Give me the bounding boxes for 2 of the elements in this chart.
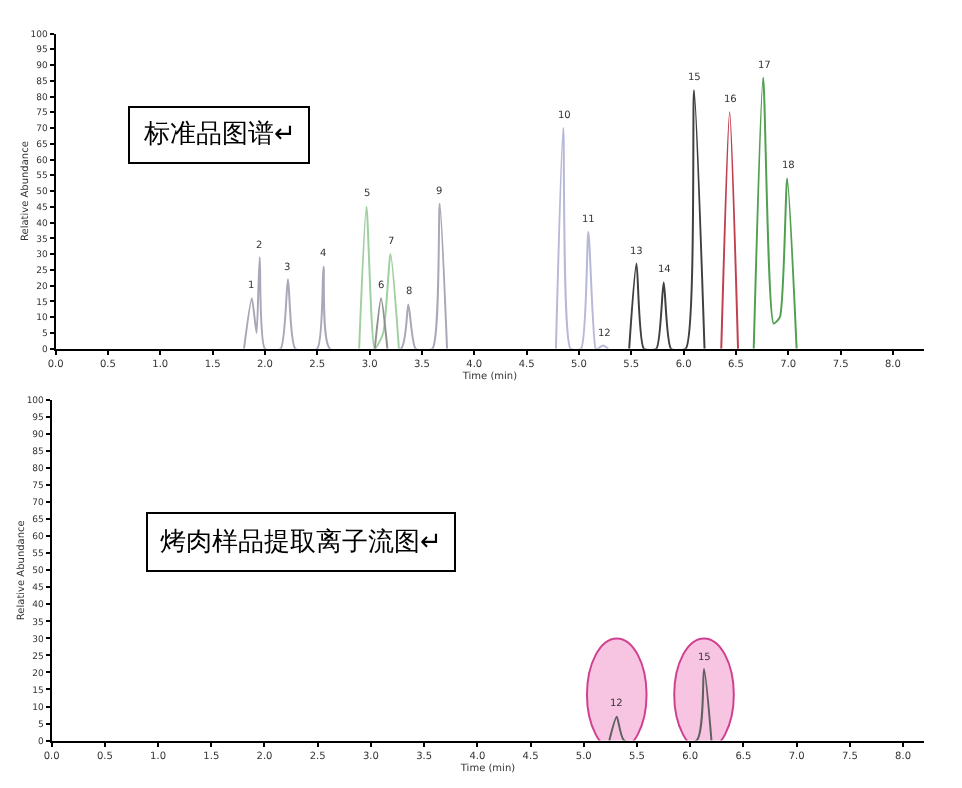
- annotation: 标准品图谱↵: [142, 120, 296, 150]
- annotation: 烤肉样品提取离子流图↵: [160, 526, 442, 558]
